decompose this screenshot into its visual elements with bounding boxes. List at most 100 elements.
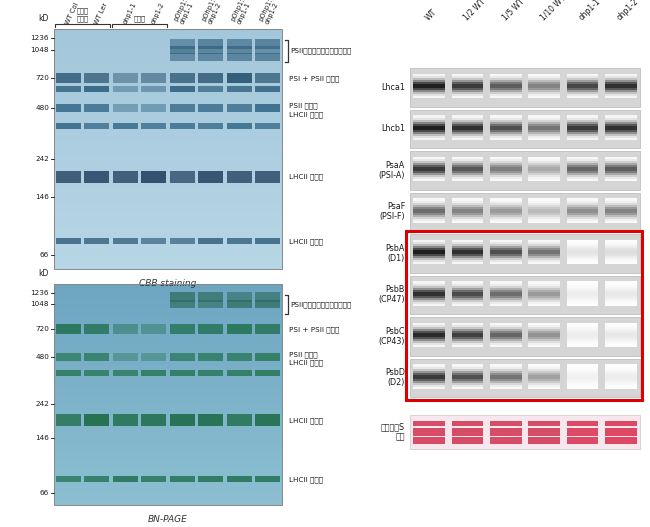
Bar: [490, 128, 521, 130]
Bar: [452, 131, 483, 134]
Bar: [227, 123, 252, 129]
Bar: [528, 333, 560, 335]
Bar: [528, 207, 560, 209]
Bar: [413, 171, 445, 173]
Bar: [605, 333, 636, 335]
Bar: [605, 428, 636, 436]
Bar: [452, 80, 483, 82]
Bar: [605, 214, 636, 217]
Bar: [413, 88, 445, 90]
Bar: [605, 294, 636, 296]
Bar: [84, 123, 109, 129]
Bar: [605, 123, 636, 126]
Bar: [413, 82, 445, 84]
Bar: [605, 258, 636, 260]
Text: PsbB
(CP47): PsbB (CP47): [378, 285, 405, 305]
Bar: [452, 297, 483, 300]
Bar: [255, 86, 280, 92]
Bar: [490, 258, 521, 260]
Bar: [452, 210, 483, 213]
Text: PsaF
(PSI-F): PsaF (PSI-F): [380, 202, 405, 221]
Bar: [413, 117, 445, 120]
Text: LHCII 単量体: LHCII 単量体: [289, 476, 323, 483]
Bar: [528, 331, 560, 333]
Bar: [528, 221, 560, 223]
Bar: [413, 94, 445, 96]
Bar: [452, 96, 483, 99]
Bar: [567, 337, 598, 339]
Bar: [452, 90, 483, 92]
Bar: [605, 86, 636, 88]
Bar: [490, 133, 521, 136]
Bar: [605, 94, 636, 96]
Bar: [84, 414, 109, 426]
Bar: [84, 353, 109, 361]
Bar: [490, 386, 521, 389]
Bar: [413, 364, 445, 367]
Bar: [567, 138, 598, 140]
Bar: [528, 329, 560, 331]
Bar: [452, 386, 483, 389]
Bar: [452, 380, 483, 383]
Bar: [413, 373, 445, 375]
Bar: [452, 161, 483, 163]
Bar: [255, 238, 280, 244]
Bar: [528, 78, 560, 80]
Bar: [227, 73, 252, 83]
Bar: [528, 88, 560, 90]
Bar: [490, 374, 521, 377]
Bar: [567, 163, 598, 165]
Bar: [567, 373, 598, 375]
Bar: [567, 212, 598, 215]
Bar: [528, 90, 560, 92]
Bar: [413, 331, 445, 333]
Bar: [490, 256, 521, 258]
Bar: [410, 415, 640, 449]
Text: LHCII 単量体: LHCII 単量体: [289, 238, 323, 245]
Bar: [490, 76, 521, 78]
Bar: [528, 258, 560, 260]
Bar: [255, 300, 280, 308]
Bar: [452, 214, 483, 217]
Bar: [413, 254, 445, 256]
Text: kD: kD: [38, 269, 49, 278]
Bar: [605, 115, 636, 118]
Bar: [141, 414, 166, 426]
Bar: [227, 38, 252, 48]
Bar: [255, 353, 280, 361]
Bar: [490, 131, 521, 134]
Bar: [490, 378, 521, 381]
Bar: [413, 262, 445, 265]
Text: WT Col: WT Col: [65, 1, 80, 25]
Text: pOhp1::OHP1+HA
ohp1-1: pOhp1::OHP1+HA ohp1-1: [172, 0, 209, 25]
Bar: [567, 119, 598, 122]
Bar: [490, 219, 521, 221]
Bar: [605, 202, 636, 204]
Bar: [452, 242, 483, 244]
Bar: [490, 364, 521, 367]
Bar: [567, 331, 598, 333]
Bar: [452, 74, 483, 76]
Bar: [528, 386, 560, 389]
Bar: [605, 92, 636, 94]
Bar: [605, 325, 636, 327]
Text: PSII 単量体: PSII 単量体: [289, 351, 318, 358]
Bar: [490, 167, 521, 169]
Bar: [567, 177, 598, 179]
Bar: [452, 217, 483, 219]
Bar: [84, 73, 109, 83]
Bar: [490, 121, 521, 124]
Bar: [528, 200, 560, 202]
Bar: [490, 339, 521, 341]
Bar: [452, 335, 483, 337]
Bar: [528, 366, 560, 368]
Bar: [112, 353, 138, 361]
Bar: [567, 74, 598, 76]
Bar: [170, 414, 195, 426]
Bar: [413, 76, 445, 78]
Bar: [141, 238, 166, 244]
Bar: [490, 296, 521, 298]
Bar: [413, 202, 445, 204]
Bar: [490, 165, 521, 167]
Bar: [452, 240, 483, 242]
